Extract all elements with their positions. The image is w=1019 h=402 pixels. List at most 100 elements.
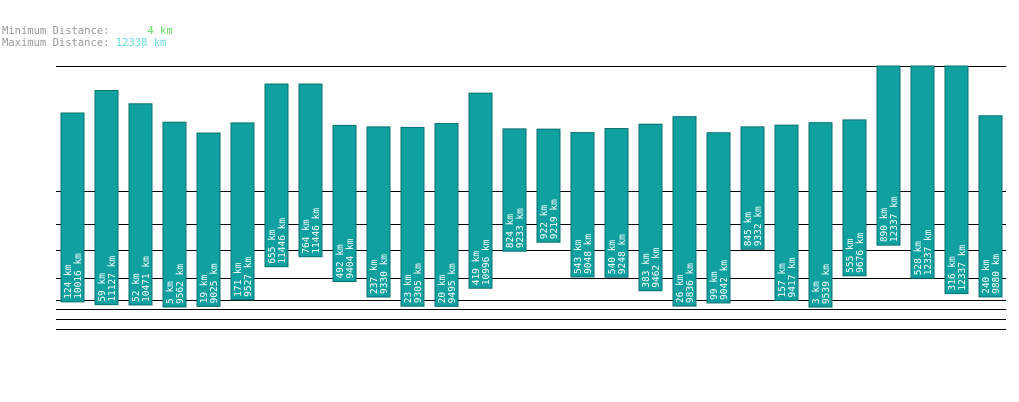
- max-distance-value: 12338 km: [115, 37, 167, 49]
- bar-1: [60, 112, 85, 303]
- bar-bottom-label-27: 316 km: [947, 256, 958, 291]
- bar-group-11: 23 km 9305 km: [400, 126, 425, 307]
- bar-5: [196, 132, 221, 307]
- bar-bottom-label-18: 383 km: [641, 253, 652, 288]
- bar-top-label-13: 10996 km: [481, 239, 492, 285]
- bar-12: [434, 123, 459, 307]
- bar-group-3: 52 km 10471 km: [128, 103, 153, 306]
- bar-group-16: 543 km 9048 km: [570, 132, 595, 278]
- bar-bottom-label-2: 59 km: [97, 273, 108, 302]
- bar-group-4: 5 km 9562 km: [162, 121, 187, 308]
- bar-group-10: 237 km 9330 km: [366, 126, 391, 298]
- bar-14: [502, 128, 527, 252]
- min-distance-value: 4 km: [147, 25, 173, 37]
- bar-bottom-label-21: 845 km: [743, 212, 754, 247]
- bar-bottom-label-28: 240 km: [981, 259, 992, 294]
- bar-top-label-16: 9048 km: [583, 234, 594, 274]
- min-distance-row: Minimum Distance: 4 km: [2, 25, 173, 37]
- bar-top-label-2: 11127 km: [107, 256, 118, 302]
- bar-19: [672, 116, 697, 307]
- bar-top-label-8: 11446 km: [311, 208, 322, 254]
- bar-bottom-label-8: 764 km: [301, 219, 312, 254]
- bar-group-24: 555 km 9676 km: [842, 119, 867, 277]
- bar-group-23: 3 km 9539 km: [808, 122, 833, 308]
- bar-top-label-17: 9248 km: [617, 234, 628, 274]
- bar-top-label-28: 9880 km: [991, 254, 1002, 294]
- bar-group-14: 824 km 9233 km: [502, 128, 527, 252]
- bar-20: [706, 132, 731, 304]
- distance-summary: Minimum Distance: 4 km Maximum Distance:…: [2, 25, 173, 49]
- bar-6: [230, 122, 255, 301]
- bar-group-20: 99 km 9042 km: [706, 132, 731, 304]
- bar-group-21: 845 km 9332 km: [740, 126, 765, 250]
- bar-bottom-label-12: 20 km: [437, 274, 448, 303]
- bar-top-label-3: 10471 km: [141, 256, 152, 302]
- min-distance-label: Minimum Distance:: [2, 25, 110, 37]
- bar-top-label-20: 9042 km: [719, 260, 730, 300]
- bar-4: [162, 121, 187, 308]
- bar-top-label-22: 9417 km: [787, 257, 798, 297]
- bar-bottom-label-3: 52 km: [131, 273, 142, 302]
- bar-top-label-21: 9332 km: [753, 206, 764, 246]
- bar-bottom-label-15: 922 km: [539, 205, 550, 240]
- bar-top-label-19: 9836 km: [685, 263, 696, 303]
- bar-21: [740, 126, 765, 250]
- bar-3: [128, 103, 153, 306]
- bar-15: [536, 128, 561, 243]
- bar-bottom-label-9: 492 km: [335, 244, 346, 279]
- bar-group-8: 764 km 11446 km: [298, 83, 323, 258]
- bar-group-15: 922 km 9219 km: [536, 128, 561, 243]
- bar-bottom-label-5: 19 km: [199, 275, 210, 304]
- bar-bottom-label-23: 3 km: [811, 281, 822, 304]
- bar-22: [774, 124, 799, 301]
- bar-bottom-label-11: 23 km: [403, 274, 414, 303]
- bar-bottom-label-19: 26 km: [675, 274, 686, 303]
- bar-group-6: 171 km 9527 km: [230, 122, 255, 301]
- bar-bottom-label-24: 555 km: [845, 238, 856, 273]
- bar-bottom-label-7: 655 km: [267, 229, 278, 264]
- bar-top-label-4: 9562 km: [175, 264, 186, 304]
- bar-2: [94, 90, 119, 306]
- bar-top-label-26: 12337 km: [923, 229, 934, 275]
- max-distance-row: Maximum Distance: 12338 km: [2, 37, 173, 49]
- bar-23: [808, 122, 833, 308]
- bar-7: [264, 83, 289, 268]
- bar-top-label-11: 9305 km: [413, 263, 424, 303]
- bar-group-22: 157 km 9417 km: [774, 124, 799, 301]
- bar-bottom-label-4: 5 km: [165, 281, 176, 304]
- bar-group-17: 540 km 9248 km: [604, 128, 629, 278]
- bar-bottom-label-26: 528 km: [913, 241, 924, 276]
- bar-8: [298, 83, 323, 258]
- max-distance-label: Maximum Distance:: [2, 37, 110, 49]
- bar-9: [332, 124, 357, 283]
- bar-group-5: 19 km 9025 km: [196, 132, 221, 307]
- bar-bottom-label-1: 124 km: [63, 264, 74, 299]
- bar-top-label-14: 9233 km: [515, 208, 526, 248]
- bar-group-9: 492 km 9404 km: [332, 124, 357, 283]
- bar-top-label-1: 10016 km: [73, 253, 84, 299]
- bar-bottom-label-13: 419 km: [471, 251, 482, 286]
- bar-26: [910, 65, 935, 279]
- bar-group-12: 20 km 9495 km: [434, 123, 459, 307]
- bar-top-label-24: 9676 km: [855, 233, 866, 273]
- bar-bottom-label-14: 824 km: [505, 214, 516, 249]
- bar-17: [604, 128, 629, 278]
- bar-top-label-15: 9219 km: [549, 199, 560, 239]
- bar-bottom-label-6: 171 km: [233, 262, 244, 297]
- bar-bottom-label-16: 543 km: [573, 239, 584, 274]
- bar-bottom-label-20: 99 km: [709, 271, 720, 300]
- bar-top-label-9: 9404 km: [345, 238, 356, 278]
- bar-top-label-12: 9495 km: [447, 263, 458, 303]
- bar-group-28: 240 km 9880 km: [978, 115, 1003, 298]
- bar-group-2: 59 km 11127 km: [94, 90, 119, 306]
- bar-top-label-6: 9527 km: [243, 257, 254, 297]
- bar-group-25: 890 km 12337 km: [876, 65, 901, 246]
- bar-group-18: 383 km 9462 km: [638, 123, 663, 292]
- bar-group-26: 528 km 12337 km: [910, 65, 935, 279]
- bar-28: [978, 115, 1003, 298]
- bar-24: [842, 119, 867, 277]
- bar-bottom-label-22: 157 km: [777, 263, 788, 298]
- bar-top-label-10: 9330 km: [379, 254, 390, 294]
- bar-bottom-label-17: 540 km: [607, 240, 618, 275]
